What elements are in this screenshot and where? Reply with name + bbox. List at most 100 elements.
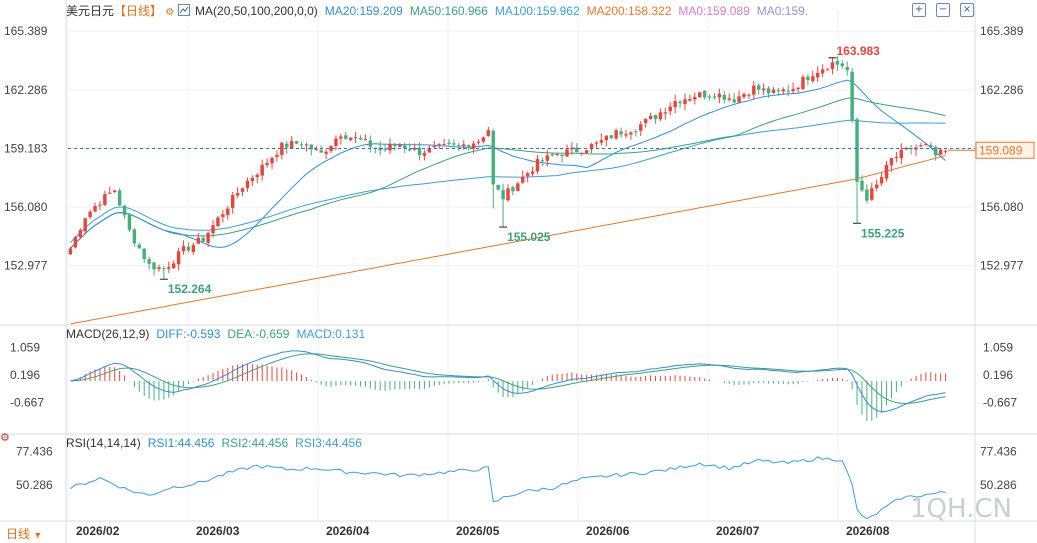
candle[interactable]: [757, 83, 761, 95]
candle[interactable]: [816, 66, 820, 83]
candle[interactable]: [230, 192, 235, 214]
candle[interactable]: [83, 217, 87, 235]
candle[interactable]: [943, 149, 948, 155]
candle[interactable]: [442, 138, 446, 146]
candle[interactable]: [417, 142, 422, 161]
candle[interactable]: [855, 117, 859, 224]
candle[interactable]: [894, 151, 899, 163]
candle[interactable]: [240, 187, 245, 197]
rsi-settings-icon[interactable]: ⚙: [0, 432, 10, 444]
candle[interactable]: [599, 133, 604, 146]
candle[interactable]: [112, 189, 117, 194]
candle[interactable]: [491, 129, 495, 209]
candle[interactable]: [924, 142, 928, 146]
candle[interactable]: [904, 146, 908, 150]
candle[interactable]: [516, 181, 520, 192]
candle[interactable]: [245, 177, 250, 192]
candle[interactable]: [93, 202, 97, 213]
candle[interactable]: [879, 172, 884, 187]
minus-square-icon[interactable]: −: [936, 3, 950, 17]
candle[interactable]: [353, 131, 358, 144]
candle[interactable]: [122, 205, 127, 219]
candle[interactable]: [535, 154, 540, 174]
candle[interactable]: [216, 215, 220, 228]
candle[interactable]: [796, 87, 800, 93]
candle[interactable]: [73, 236, 78, 249]
period-label[interactable]: 【日线】: [114, 4, 163, 18]
candle[interactable]: [142, 247, 146, 264]
candle[interactable]: [462, 140, 466, 150]
candle[interactable]: [167, 261, 171, 273]
candle[interactable]: [78, 228, 83, 240]
candle[interactable]: [747, 93, 751, 100]
candle[interactable]: [870, 182, 874, 201]
candle[interactable]: [471, 140, 476, 154]
candle[interactable]: [717, 88, 722, 104]
candle[interactable]: [584, 150, 589, 154]
candle[interactable]: [732, 93, 736, 104]
candle[interactable]: [791, 82, 795, 94]
candle[interactable]: [594, 140, 599, 148]
candle[interactable]: [776, 88, 781, 96]
candle[interactable]: [501, 183, 505, 228]
candle[interactable]: [648, 112, 653, 120]
candle[interactable]: [884, 160, 889, 182]
candle[interactable]: [845, 61, 849, 76]
candle[interactable]: [933, 145, 938, 161]
candle[interactable]: [619, 127, 623, 138]
candle[interactable]: [909, 144, 913, 155]
candle[interactable]: [368, 135, 373, 153]
candle[interactable]: [766, 85, 771, 98]
macd-panel[interactable]: 1.059 1.059 0.196 0.196 -0.667 -0.667: [10, 340, 1017, 421]
candle[interactable]: [688, 94, 692, 102]
candle[interactable]: [388, 138, 392, 155]
candle[interactable]: [643, 118, 648, 128]
candle[interactable]: [235, 187, 240, 198]
candle[interactable]: [422, 150, 427, 161]
candle[interactable]: [486, 126, 491, 137]
candle[interactable]: [181, 240, 186, 255]
candle[interactable]: [589, 142, 594, 154]
candle[interactable]: [786, 84, 790, 97]
candle[interactable]: [162, 266, 166, 280]
rsi-panel[interactable]: 77.436 77.436 50.286 50.286: [16, 445, 1017, 520]
candle[interactable]: [88, 209, 92, 220]
candle[interactable]: [830, 57, 835, 75]
candle[interactable]: [530, 166, 535, 177]
candle[interactable]: [280, 141, 284, 160]
candle[interactable]: [186, 242, 191, 253]
candle[interactable]: [712, 93, 717, 100]
candle[interactable]: [407, 143, 412, 152]
candle[interactable]: [319, 145, 323, 153]
candle[interactable]: [147, 256, 151, 270]
candle[interactable]: [481, 136, 486, 144]
candle[interactable]: [226, 205, 230, 220]
period-bottom-label[interactable]: 日线 ▼: [6, 525, 42, 542]
candle[interactable]: [673, 94, 677, 114]
candle[interactable]: [707, 94, 712, 101]
candle[interactable]: [255, 173, 259, 184]
candle[interactable]: [806, 74, 810, 86]
candle[interactable]: [521, 170, 525, 185]
candle[interactable]: [737, 90, 741, 104]
candle[interactable]: [403, 142, 407, 154]
candle[interactable]: [653, 114, 658, 124]
candle[interactable]: [889, 157, 894, 172]
candle[interactable]: [540, 157, 545, 166]
candle[interactable]: [103, 190, 107, 207]
candle[interactable]: [358, 135, 363, 141]
candle[interactable]: [570, 141, 574, 155]
candle[interactable]: [393, 142, 397, 151]
candle[interactable]: [550, 153, 554, 157]
candle[interactable]: [835, 56, 840, 71]
candle[interactable]: [309, 144, 314, 156]
candle[interactable]: [171, 260, 176, 270]
candle[interactable]: [511, 185, 515, 196]
candle[interactable]: [811, 70, 815, 83]
candle[interactable]: [938, 148, 943, 155]
candle[interactable]: [668, 101, 672, 116]
candle[interactable]: [304, 142, 309, 152]
candle[interactable]: [727, 93, 731, 102]
candle[interactable]: [658, 108, 663, 122]
candle[interactable]: [457, 142, 461, 152]
